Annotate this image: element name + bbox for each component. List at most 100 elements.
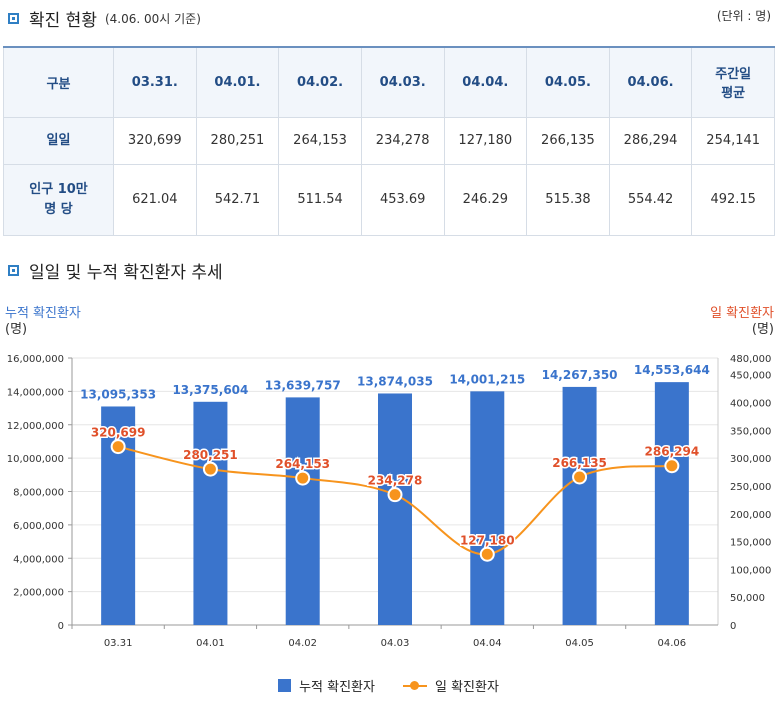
table-row: 일일 320,699 280,251 264,153 234,278 127,1…	[3, 116, 775, 165]
left-tick-label: 14,000,000	[7, 387, 64, 398]
line-value-label: 127,180	[460, 533, 515, 547]
x-tick-label: 04.06	[658, 638, 687, 649]
legend-label: 누적 확진환자	[299, 680, 375, 695]
bar-value-label: 13,639,757	[265, 378, 341, 392]
table-cell: 542.71	[195, 163, 280, 236]
line-value-label: 280,251	[183, 448, 238, 462]
left-axis-title: 누적 확진환자 (명)	[5, 306, 81, 338]
section-subtitle: (4.06. 00시 기준)	[104, 12, 201, 26]
right-tick-label: 450,000	[730, 371, 771, 382]
right-tick-label: 50,000	[730, 593, 765, 604]
right-tick-label: 300,000	[730, 454, 771, 465]
table-cell: 280,251	[195, 116, 280, 165]
bar	[470, 391, 505, 625]
square-bullet-icon	[8, 265, 19, 276]
header-date: 04.04.	[443, 46, 528, 118]
table-cell: 246.29	[443, 163, 528, 236]
header-avg-line1: 주간일	[715, 67, 752, 83]
left-tick-label: 12,000,000	[7, 421, 64, 432]
table-cell: 127,180	[443, 116, 528, 165]
header-date: 03.31.	[113, 46, 197, 118]
header-date: 04.05.	[526, 46, 610, 118]
row-header: 일일	[3, 116, 114, 165]
table-cell: 492.15	[691, 163, 775, 236]
right-axis-title: 일 확진환자 (명)	[710, 306, 774, 338]
header-date: 04.06.	[608, 46, 693, 118]
header-weekly-avg: 주간일 평균	[691, 46, 775, 118]
right-tick-label: 400,000	[730, 399, 771, 410]
line-point	[110, 439, 126, 455]
left-tick-label: 0	[58, 621, 64, 632]
row-header-line2: 명 당	[44, 201, 73, 217]
table-cell: 511.54	[278, 163, 362, 236]
right-tick-label: 350,000	[730, 426, 771, 437]
daily-line	[117, 445, 672, 556]
x-tick-label: 04.03	[381, 638, 410, 649]
table-cell: 266,135	[526, 116, 610, 165]
legend-label: 일 확진환자	[434, 680, 499, 695]
bar-value-label: 13,095,353	[80, 387, 156, 401]
bar-value-label: 13,874,035	[357, 374, 433, 388]
left-tick-label: 16,000,000	[7, 354, 64, 365]
legend-line-marker-icon	[402, 679, 427, 692]
right-tick-label: 0	[730, 621, 736, 632]
chart-legend: 누적 확진환자 일 확진환자	[0, 676, 777, 695]
line-value-label: 234,278	[368, 474, 423, 488]
x-tick-label: 03.31	[104, 638, 133, 649]
left-tick-label: 8,000,000	[13, 488, 64, 499]
line-point	[572, 469, 588, 485]
line-point	[479, 546, 495, 562]
header-date: 04.01.	[195, 46, 280, 118]
right-axis-title-text: 일 확진환자	[710, 306, 774, 321]
section-header-status: 확진 현황 (4.06. 00시 기준)	[8, 6, 201, 31]
row-header: 인구 10만 명 당	[3, 163, 114, 236]
left-tick-label: 10,000,000	[7, 454, 64, 465]
header-date: 04.03.	[360, 46, 445, 118]
bar-value-label: 14,553,644	[634, 363, 710, 377]
table-cell: 254,141	[691, 116, 775, 165]
table-cell: 554.42	[608, 163, 693, 236]
legend-item-cumulative: 누적 확진환자	[278, 676, 375, 695]
line-value-label: 320,699	[91, 426, 146, 440]
line-value-label: 264,153	[275, 457, 330, 471]
x-tick-label: 04.01	[196, 638, 225, 649]
bar	[193, 401, 228, 625]
bar-value-label: 13,375,604	[172, 383, 248, 397]
right-axis-unit: (명)	[751, 322, 774, 337]
bar-value-label: 14,001,215	[449, 372, 525, 386]
x-tick-label: 04.02	[288, 638, 317, 649]
table-cell: 264,153	[278, 116, 362, 165]
row-header-line1: 인구 10만	[29, 181, 88, 197]
left-axis-unit: (명)	[5, 322, 28, 337]
table-cell: 234,278	[360, 116, 445, 165]
bar	[285, 397, 320, 625]
section-title: 확진 현황	[29, 11, 97, 31]
legend-bar-swatch-icon	[278, 679, 292, 692]
right-tick-label: 480,000	[730, 354, 771, 365]
line-point	[664, 458, 680, 474]
square-bullet-icon	[8, 13, 19, 24]
line-point	[202, 461, 218, 477]
table-row: 인구 10만 명 당 621.04 542.71 511.54 453.69 2…	[3, 163, 775, 236]
x-tick-label: 04.04	[473, 638, 502, 649]
header-date: 04.02.	[278, 46, 362, 118]
status-table: 구분 03.31. 04.01. 04.02. 04.03. 04.04. 04…	[3, 46, 775, 236]
x-tick-label: 04.05	[565, 638, 594, 649]
table-cell: 621.04	[113, 163, 197, 236]
right-tick-label: 100,000	[730, 565, 771, 576]
right-tick-label: 200,000	[730, 510, 771, 521]
table-cell: 515.38	[526, 163, 610, 236]
bar	[378, 393, 412, 625]
left-tick-label: 2,000,000	[13, 588, 64, 599]
unit-label: (단위 : 명)	[716, 9, 771, 23]
table-header-row: 구분 03.31. 04.01. 04.02. 04.03. 04.04. 04…	[3, 46, 775, 118]
bar	[101, 406, 136, 625]
line-value-label: 286,294	[645, 445, 700, 459]
left-tick-label: 6,000,000	[13, 521, 64, 532]
table-cell: 286,294	[608, 116, 693, 165]
section-title: 일일 및 누적 확진환자 추세	[29, 263, 223, 283]
table-cell: 320,699	[113, 116, 197, 165]
bar-value-label: 14,267,350	[542, 368, 618, 382]
left-axis-title-text: 누적 확진환자	[5, 306, 81, 321]
line-point	[295, 470, 311, 486]
